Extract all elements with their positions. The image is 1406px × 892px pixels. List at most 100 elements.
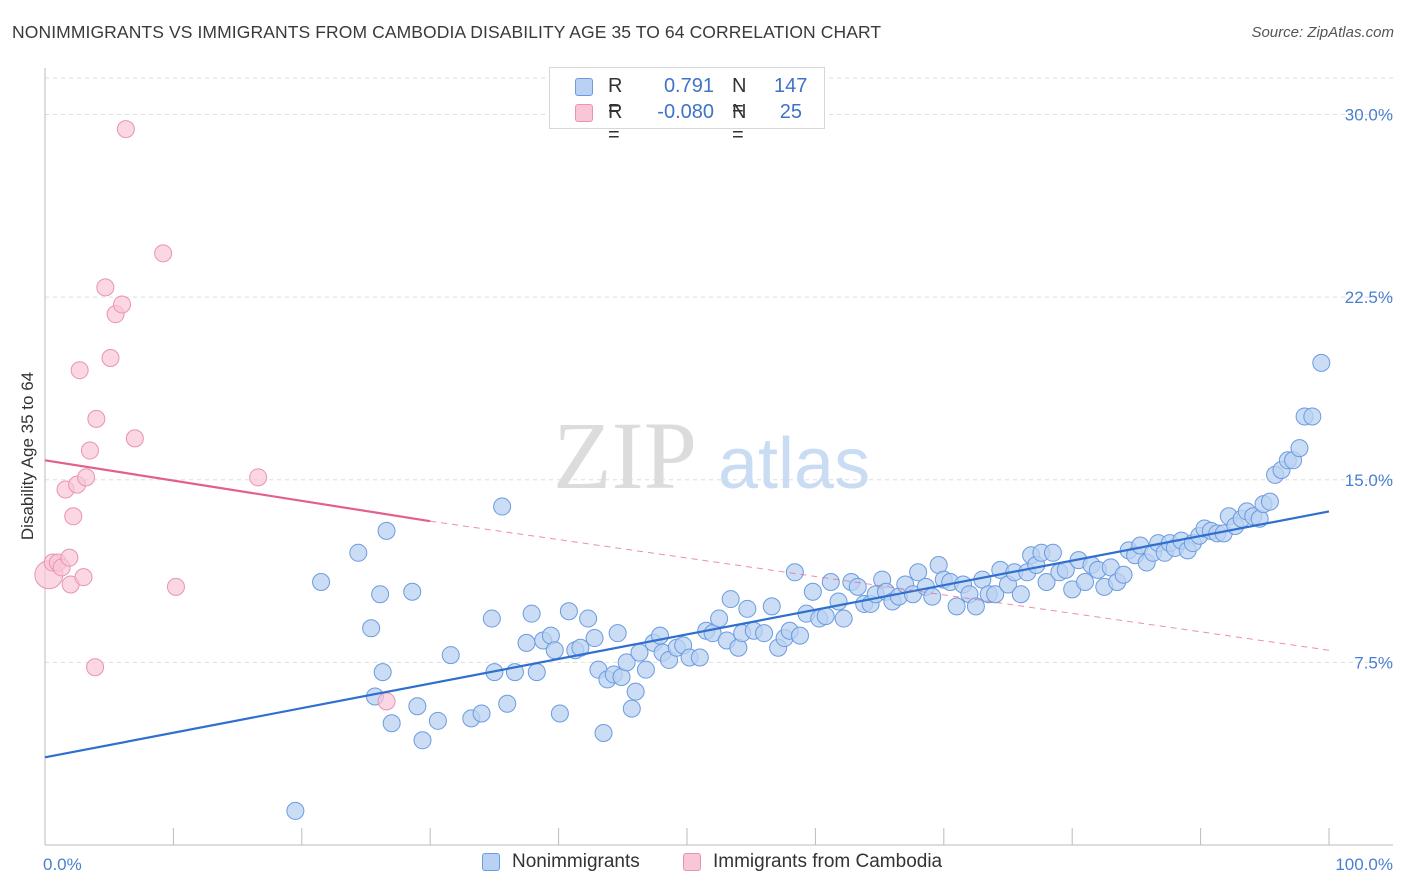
nonimmigrants-point — [636, 660, 655, 679]
nonimmigrants-point — [721, 590, 740, 609]
nonimmigrants-trend-line — [44, 510, 1330, 759]
y-tick-label: 30.0% — [1345, 106, 1393, 125]
legend-label-nonimmigrants: Nonimmigrants — [512, 851, 640, 872]
nonimmigrants-point — [1037, 573, 1056, 592]
legend-label-cambodia: Immigrants from Cambodia — [713, 851, 943, 872]
nonimmigrants-point — [710, 609, 729, 628]
nonimmigrants-point — [408, 697, 427, 716]
legend-r-value: -0.080 — [657, 101, 714, 123]
nonimmigrants-point — [785, 563, 804, 582]
cambodia-point — [113, 295, 132, 314]
legend-r-value: 0.791 — [663, 75, 714, 97]
y-tick-label: 7.5% — [1354, 653, 1393, 672]
nonimmigrants-point — [312, 573, 331, 592]
nonimmigrants-point — [738, 599, 757, 618]
nonimmigrants-point — [413, 731, 432, 750]
legend-r-label: R = — [608, 75, 623, 120]
cambodia-point — [166, 577, 185, 596]
nonimmigrants-point — [441, 646, 460, 665]
cambodia-point — [125, 429, 144, 448]
nonimmigrants-point — [349, 543, 368, 562]
y-tick-label: 15.0% — [1345, 471, 1393, 490]
nonimmigrants-point — [545, 641, 564, 660]
cambodia-point — [116, 120, 135, 139]
legend-n-label: N = — [732, 101, 747, 146]
nonimmigrants-point — [403, 582, 422, 601]
chart-title: NONIMMIGRANTS VS IMMIGRANTS FROM CAMBODI… — [12, 22, 882, 42]
nonimmigrants-point — [517, 633, 536, 652]
nonimmigrants-point — [923, 587, 942, 606]
cambodia-point — [74, 568, 93, 587]
nonimmigrants-point — [909, 563, 928, 582]
watermark-zip: ZIP — [553, 402, 697, 509]
nonimmigrants-point — [1114, 565, 1133, 584]
nonimmigrants-point — [527, 663, 546, 682]
trend-lines — [44, 459, 1330, 759]
nonimmigrants-point — [594, 723, 613, 742]
legend-r-label: R = — [608, 101, 623, 146]
nonimmigrants-point — [834, 609, 853, 628]
cambodia-point — [154, 244, 173, 263]
nonimmigrants-point — [522, 604, 541, 623]
cambodia-trend-line-extension — [430, 520, 1330, 651]
nonimmigrants-point — [816, 607, 835, 626]
nonimmigrants-point — [498, 694, 517, 713]
x-tick-label: 100.0% — [1335, 855, 1393, 874]
nonimmigrants-point — [1312, 353, 1331, 372]
nonimmigrants-point — [571, 638, 590, 657]
nonimmigrants-point — [585, 629, 604, 648]
nonimmigrants-point — [382, 714, 401, 733]
watermark-atlas: atlas — [718, 424, 870, 504]
legend-swatch-blue — [575, 78, 593, 96]
nonimmigrants-point — [821, 573, 840, 592]
tick-labels: 7.5% 15.0% 22.5% 30.0% 0.0% 100.0% — [43, 106, 1393, 874]
correlation-legend: R = 0.791 N = 147 R = -0.080 N = 25 — [549, 67, 825, 146]
nonimmigrants-point — [1076, 573, 1095, 592]
nonimmigrants-point — [371, 585, 390, 604]
nonimmigrants-point — [986, 585, 1005, 604]
cambodia-trend-line — [44, 459, 431, 523]
nonimmigrants-point — [790, 626, 809, 645]
cambodia-points — [34, 120, 396, 711]
nonimmigrants-point — [1303, 407, 1322, 426]
legend-swatch-blue — [482, 853, 500, 871]
y-tick-label: 22.5% — [1345, 288, 1393, 307]
nonimmigrants-point — [617, 653, 636, 672]
nonimmigrants-point — [428, 711, 447, 730]
nonimmigrants-point — [286, 801, 305, 820]
cambodia-point — [70, 361, 89, 380]
cambodia-point — [64, 507, 83, 526]
nonimmigrants-point — [803, 582, 822, 601]
legend-swatch-pink — [575, 104, 593, 122]
nonimmigrants-point — [622, 699, 641, 718]
legend-n-label: N = — [732, 75, 747, 120]
nonimmigrants-point — [626, 682, 645, 701]
nonimmigrants-point — [373, 663, 392, 682]
legend-n-value: 25 — [779, 101, 802, 123]
cambodia-point — [77, 468, 96, 487]
nonimmigrants-point — [608, 624, 627, 643]
nonimmigrants-point — [493, 497, 512, 516]
chart-source: Source: ZipAtlas.com — [1251, 24, 1394, 41]
nonimmigrants-point — [559, 602, 578, 621]
nonimmigrants-point — [362, 619, 381, 638]
nonimmigrants-point — [848, 577, 867, 596]
cambodia-point — [60, 548, 79, 567]
x-tick-label: 0.0% — [43, 855, 82, 874]
legend-n-value: 147 — [774, 75, 808, 97]
cambodia-point — [377, 692, 396, 711]
nonimmigrants-point — [1260, 492, 1279, 511]
nonimmigrants-point — [1290, 439, 1309, 458]
nonimmigrants-point — [377, 521, 396, 540]
grid-lines — [45, 77, 1393, 663]
cambodia-point — [87, 409, 106, 428]
cambodia-point — [86, 658, 105, 677]
nonimmigrants-point — [947, 597, 966, 616]
axes — [44, 68, 1393, 846]
nonimmigrants-point — [1043, 543, 1062, 562]
cambodia-point — [249, 468, 268, 487]
nonimmigrants-point — [579, 609, 598, 628]
nonimmigrants-point — [690, 648, 709, 667]
series-legend: Nonimmigrants Immigrants from Cambodia — [0, 851, 1406, 877]
